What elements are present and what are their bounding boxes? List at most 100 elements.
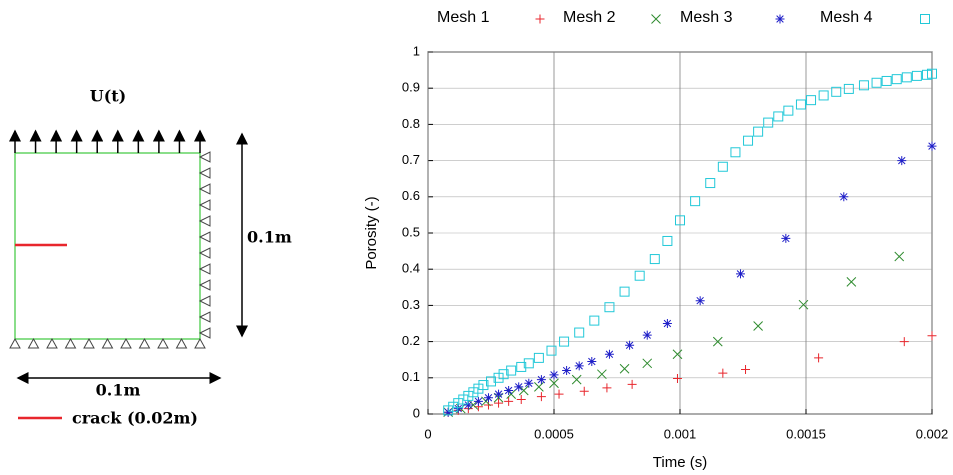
data-point bbox=[627, 379, 637, 389]
data-point bbox=[927, 141, 937, 151]
roller-support bbox=[198, 151, 211, 163]
x-tick-label: 0.0015 bbox=[786, 426, 826, 441]
data-point bbox=[743, 135, 754, 146]
legend-label: Mesh 3 bbox=[680, 9, 733, 26]
data-point bbox=[806, 95, 817, 106]
roller-support bbox=[198, 215, 211, 227]
roller-support bbox=[198, 311, 211, 323]
data-point bbox=[483, 393, 493, 403]
data-point bbox=[894, 251, 905, 262]
y-tick-label: 0.9 bbox=[402, 80, 420, 95]
data-point bbox=[846, 277, 857, 287]
data-point bbox=[921, 69, 932, 80]
y-tick-label: 0.6 bbox=[402, 188, 420, 203]
roller-support bbox=[9, 337, 21, 349]
data-point bbox=[695, 296, 705, 306]
y-axis-label: Porosity (-) bbox=[363, 196, 380, 269]
roller-support bbox=[198, 183, 211, 195]
data-point bbox=[533, 352, 544, 363]
chart: Time (s) Porosity (-) 0 0.1 0.2 0.3 0.4 0.5 0.… bbox=[363, 9, 948, 471]
y-tick-label: 0.3 bbox=[402, 297, 420, 312]
x-axis-label: Time (s) bbox=[653, 454, 707, 471]
roller-support bbox=[64, 337, 77, 349]
data-point bbox=[901, 72, 912, 83]
data-point bbox=[642, 358, 653, 369]
y-tick-label: 0.4 bbox=[402, 261, 420, 276]
roller-support bbox=[46, 337, 58, 349]
y-tick-label: 1 bbox=[413, 43, 420, 58]
y-tick-label: 0.7 bbox=[402, 152, 420, 167]
data-point bbox=[498, 369, 509, 380]
data-point bbox=[717, 161, 728, 172]
data-point bbox=[741, 364, 751, 374]
width-label: 0.1m bbox=[96, 381, 141, 400]
data-point bbox=[574, 327, 585, 338]
data-point bbox=[625, 340, 635, 350]
load-label: U(t) bbox=[90, 87, 126, 106]
data-point bbox=[574, 361, 584, 371]
y-tick-label: 0.5 bbox=[402, 224, 420, 239]
data-point bbox=[927, 68, 937, 79]
legend-label: Mesh 2 bbox=[563, 9, 616, 26]
data-point bbox=[619, 363, 630, 374]
height-label: 0.1m bbox=[247, 228, 292, 247]
data-point bbox=[604, 349, 614, 359]
roller-support bbox=[198, 231, 211, 243]
data-point bbox=[443, 405, 454, 416]
data-point bbox=[705, 178, 716, 189]
roller-support bbox=[198, 295, 211, 307]
legend-marker bbox=[535, 14, 545, 24]
roller-support bbox=[138, 337, 151, 349]
data-point bbox=[534, 381, 544, 392]
legend-marker bbox=[775, 14, 785, 24]
roller-support bbox=[198, 167, 211, 179]
data-point bbox=[453, 404, 463, 414]
data-point bbox=[589, 315, 600, 326]
data-point bbox=[672, 374, 682, 384]
roller-support bbox=[198, 327, 211, 339]
data-point bbox=[523, 358, 534, 369]
data-point bbox=[899, 337, 909, 347]
roller-support bbox=[83, 337, 95, 349]
x-tick-label: 0.0005 bbox=[534, 426, 574, 441]
roller-support bbox=[198, 199, 211, 211]
data-point bbox=[514, 382, 524, 392]
data-point bbox=[891, 74, 902, 85]
data-point bbox=[571, 374, 582, 385]
data-point bbox=[730, 147, 741, 158]
data-point bbox=[619, 286, 630, 297]
roller-support bbox=[198, 279, 211, 291]
data-point bbox=[795, 99, 806, 110]
data-point bbox=[814, 353, 824, 363]
data-point bbox=[763, 117, 774, 128]
data-point bbox=[524, 378, 534, 388]
roller-support bbox=[120, 337, 132, 349]
data-point bbox=[712, 336, 723, 347]
data-point bbox=[839, 192, 849, 202]
data-point bbox=[649, 254, 660, 265]
data-point bbox=[562, 366, 572, 376]
data-point bbox=[604, 302, 615, 313]
data-point bbox=[597, 369, 607, 380]
data-point bbox=[486, 376, 496, 387]
data-point bbox=[494, 389, 504, 399]
data-point bbox=[536, 375, 546, 385]
roller-support bbox=[198, 247, 211, 259]
crack-label: crack (0.02m) bbox=[72, 409, 198, 428]
data-point bbox=[518, 385, 529, 396]
roller-support bbox=[101, 337, 114, 349]
data-point bbox=[735, 269, 745, 279]
data-point bbox=[753, 321, 763, 331]
data-point bbox=[843, 83, 854, 94]
data-point bbox=[690, 196, 701, 207]
data-point bbox=[642, 330, 652, 340]
data-point bbox=[546, 345, 557, 356]
data-point bbox=[516, 395, 526, 405]
data-point bbox=[504, 396, 514, 406]
diagram: U(t) 0.1m 0.1m crack (0.02m) bbox=[9, 87, 292, 428]
data-point bbox=[516, 361, 527, 372]
data-point bbox=[662, 319, 672, 328]
data-point bbox=[478, 380, 489, 391]
roller-support bbox=[157, 337, 169, 349]
data-point bbox=[549, 370, 559, 380]
